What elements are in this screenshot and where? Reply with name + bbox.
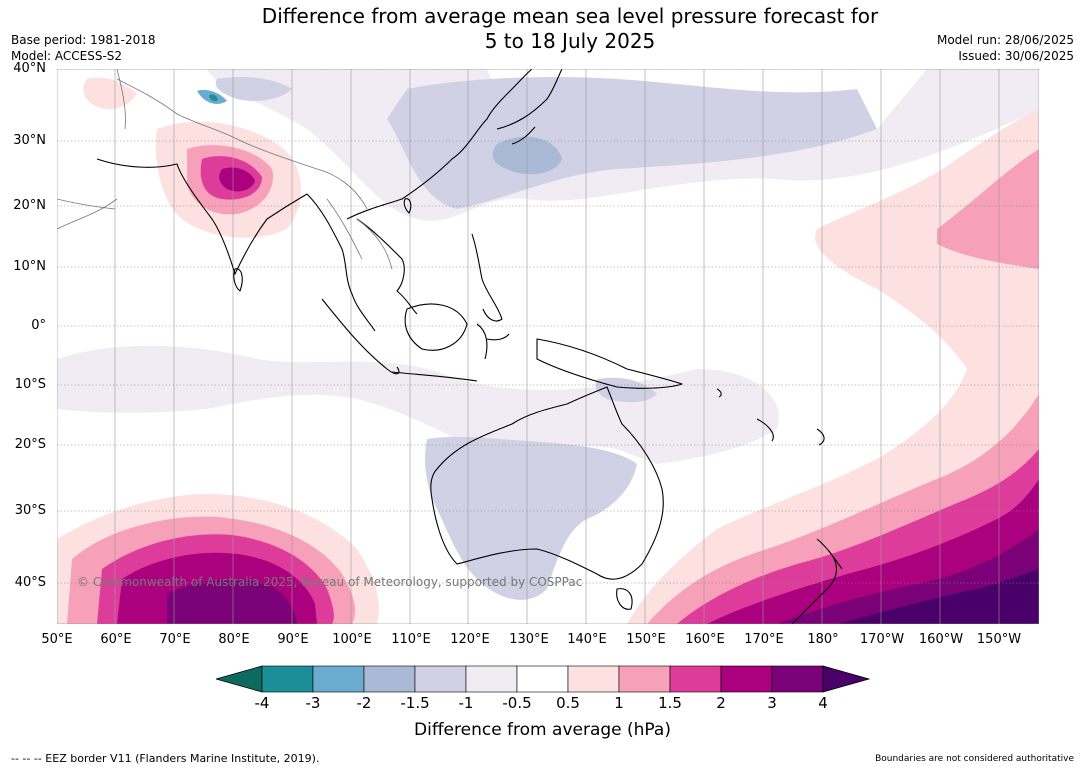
colorbar-tick: -1.5 xyxy=(400,694,430,712)
colorbar-swatch xyxy=(465,665,518,693)
lat-label-40n: 40°N xyxy=(13,61,46,76)
lat-label-10n: 10°N xyxy=(13,259,46,274)
lon-label-130e: 130°E xyxy=(509,632,549,647)
lon-label-120e: 120°E xyxy=(450,632,490,647)
lon-label-150w: 150°W xyxy=(976,632,1022,647)
copyright-text: © Commonwealth of Australia 2025, Bureau… xyxy=(77,575,582,589)
boundaries-disclaimer: Boundaries are not considered authoritat… xyxy=(875,754,1074,764)
lon-label-90e: 90°E xyxy=(277,632,309,647)
new-zealand xyxy=(791,538,843,624)
lat-label-20n: 20°N xyxy=(13,198,46,213)
colorbar-tick: 2 xyxy=(716,694,726,712)
colorbar-tick: -2 xyxy=(356,694,372,712)
japan xyxy=(496,69,563,145)
lon-label-170e: 170°E xyxy=(744,632,784,647)
lat-label-30s: 30°S xyxy=(14,503,46,518)
china-coast xyxy=(346,69,533,220)
base-info: Base period: 1981-2018 Model: ACCESS-S2 xyxy=(11,32,156,64)
southeast-asia-coast xyxy=(306,193,418,332)
colorbar-swatch xyxy=(516,665,569,693)
colorbar-tick: 1.5 xyxy=(658,694,682,712)
colorbar-swatch xyxy=(720,665,773,693)
run-info: Model run: 28/06/2025 Issued: 30/06/2025 xyxy=(937,32,1074,64)
model-name: Model: ACCESS-S2 xyxy=(11,49,123,63)
lon-label-150e: 150°E xyxy=(626,632,666,647)
eez-border-note: -- -- -- EEZ border V11 (Flanders Marine… xyxy=(11,752,320,765)
colorbar-tick: -1 xyxy=(458,694,474,712)
colorbar-tick: -4 xyxy=(254,694,270,712)
colorbar-tick: 0.5 xyxy=(556,694,580,712)
country-borders xyxy=(57,69,393,270)
lon-label-160e: 160°E xyxy=(685,632,725,647)
lon-label-170w: 170°W xyxy=(859,632,905,647)
colorbar-swatch xyxy=(261,665,314,693)
pacific-islands xyxy=(716,388,825,446)
sulawesi xyxy=(476,323,510,360)
colorbar-tick: 4 xyxy=(818,694,828,712)
india-coast xyxy=(96,158,308,275)
lat-label-10s: 10°S xyxy=(14,377,46,392)
colorbar-tick: -3 xyxy=(305,694,321,712)
sri-lanka xyxy=(233,268,243,292)
colorbar-tick: 3 xyxy=(767,694,777,712)
colorbar-label: Difference from average (hPa) xyxy=(414,720,671,740)
colorbar-swatch xyxy=(567,665,620,693)
taiwan xyxy=(403,198,412,214)
lon-label-100e: 100°E xyxy=(332,632,372,647)
colorbar-swatch xyxy=(414,665,467,693)
colorbar-swatch xyxy=(771,665,824,693)
colorbar-swatch xyxy=(618,665,671,693)
map-title-line2: 5 to 18 July 2025 xyxy=(484,29,656,53)
lon-label-60e: 60°E xyxy=(100,632,132,647)
java xyxy=(391,371,478,382)
lat-label-30n: 30°N xyxy=(13,133,46,148)
australia xyxy=(430,386,664,580)
model-run: Model run: 28/06/2025 xyxy=(936,33,1074,47)
meridians xyxy=(114,69,1000,624)
colorbar-tick: 1 xyxy=(614,694,624,712)
tasmania xyxy=(616,588,633,610)
colorbar xyxy=(216,665,870,693)
philippines xyxy=(471,233,503,322)
negative-anomaly-areas xyxy=(57,69,1039,600)
colorbar-swatch xyxy=(312,665,365,693)
graticule xyxy=(57,69,1039,584)
lon-label-160w: 160°W xyxy=(918,632,964,647)
pressure-anomaly-map: © Commonwealth of Australia 2025, Bureau… xyxy=(57,69,1039,624)
lon-label-70e: 70°E xyxy=(159,632,191,647)
lon-label-50e: 50°E xyxy=(41,632,73,647)
lon-label-140e: 140°E xyxy=(567,632,607,647)
borneo xyxy=(404,303,468,351)
colorbar-swatch xyxy=(363,665,416,693)
issued-date: Issued: 30/06/2025 xyxy=(958,49,1074,63)
base-period: Base period: 1981-2018 xyxy=(11,33,156,47)
lon-label-110e: 110°E xyxy=(391,632,431,647)
new-guinea xyxy=(536,338,683,389)
map-title: Difference from average mean sea level p… xyxy=(150,4,990,54)
colorbar-extend-low xyxy=(216,665,263,693)
lon-label-180: 180° xyxy=(807,632,839,647)
lat-label-0: 0° xyxy=(31,318,46,333)
lon-label-80e: 80°E xyxy=(218,632,250,647)
colorbar-swatch xyxy=(669,665,722,693)
lat-label-20s: 20°S xyxy=(14,437,46,452)
coastlines xyxy=(96,69,843,624)
map-title-line1: Difference from average mean sea level p… xyxy=(261,4,879,28)
colorbar-tick: -0.5 xyxy=(502,694,532,712)
colorbar-extend-high xyxy=(822,665,870,693)
lat-label-40s: 40°S xyxy=(14,575,46,590)
